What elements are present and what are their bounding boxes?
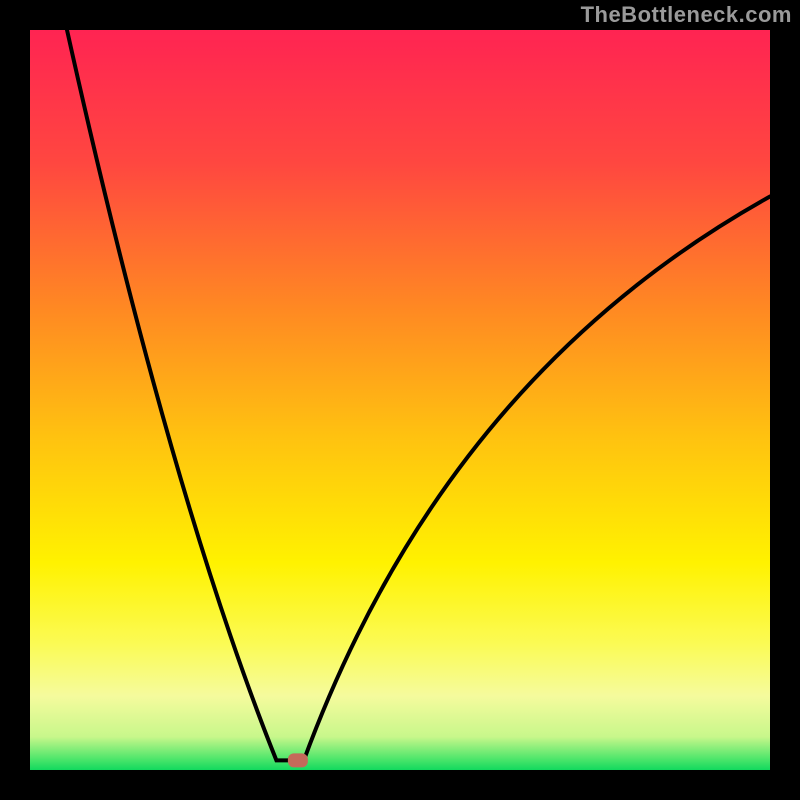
minimum-point-marker (288, 753, 308, 767)
bottleneck-curve-chart (0, 0, 800, 800)
chart-plot-area (30, 30, 770, 770)
